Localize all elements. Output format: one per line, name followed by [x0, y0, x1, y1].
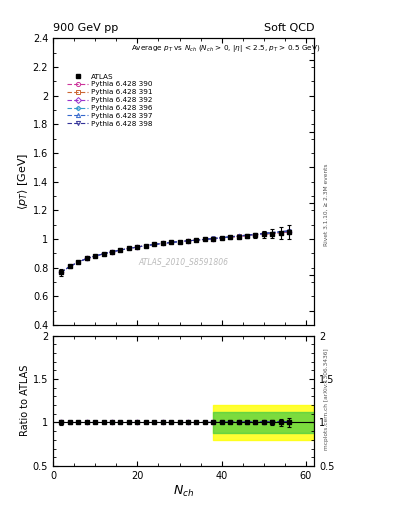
Text: mcplots.cern.ch [arXiv:1306.3436]: mcplots.cern.ch [arXiv:1306.3436]	[324, 349, 329, 450]
Text: Average $p_T$ vs $N_{ch}$ ($N_{ch}$ > 0, $|\eta|$ < 2.5, $p_T$ > 0.5 GeV): Average $p_T$ vs $N_{ch}$ ($N_{ch}$ > 0,…	[132, 42, 321, 54]
Text: Soft QCD: Soft QCD	[264, 23, 314, 33]
Y-axis label: Ratio to ATLAS: Ratio to ATLAS	[20, 365, 30, 436]
Legend: ATLAS, Pythia 6.428 390, Pythia 6.428 391, Pythia 6.428 392, Pythia 6.428 396, P: ATLAS, Pythia 6.428 390, Pythia 6.428 39…	[64, 71, 155, 130]
X-axis label: $N_{ch}$: $N_{ch}$	[173, 483, 194, 499]
Text: 900 GeV pp: 900 GeV pp	[53, 23, 118, 33]
Y-axis label: $\langle p_T \rangle$ [GeV]: $\langle p_T \rangle$ [GeV]	[16, 153, 30, 210]
Text: ATLAS_2010_S8591806: ATLAS_2010_S8591806	[139, 258, 229, 267]
Text: Rivet 3.1.10, ≥ 2.3M events: Rivet 3.1.10, ≥ 2.3M events	[324, 163, 329, 246]
